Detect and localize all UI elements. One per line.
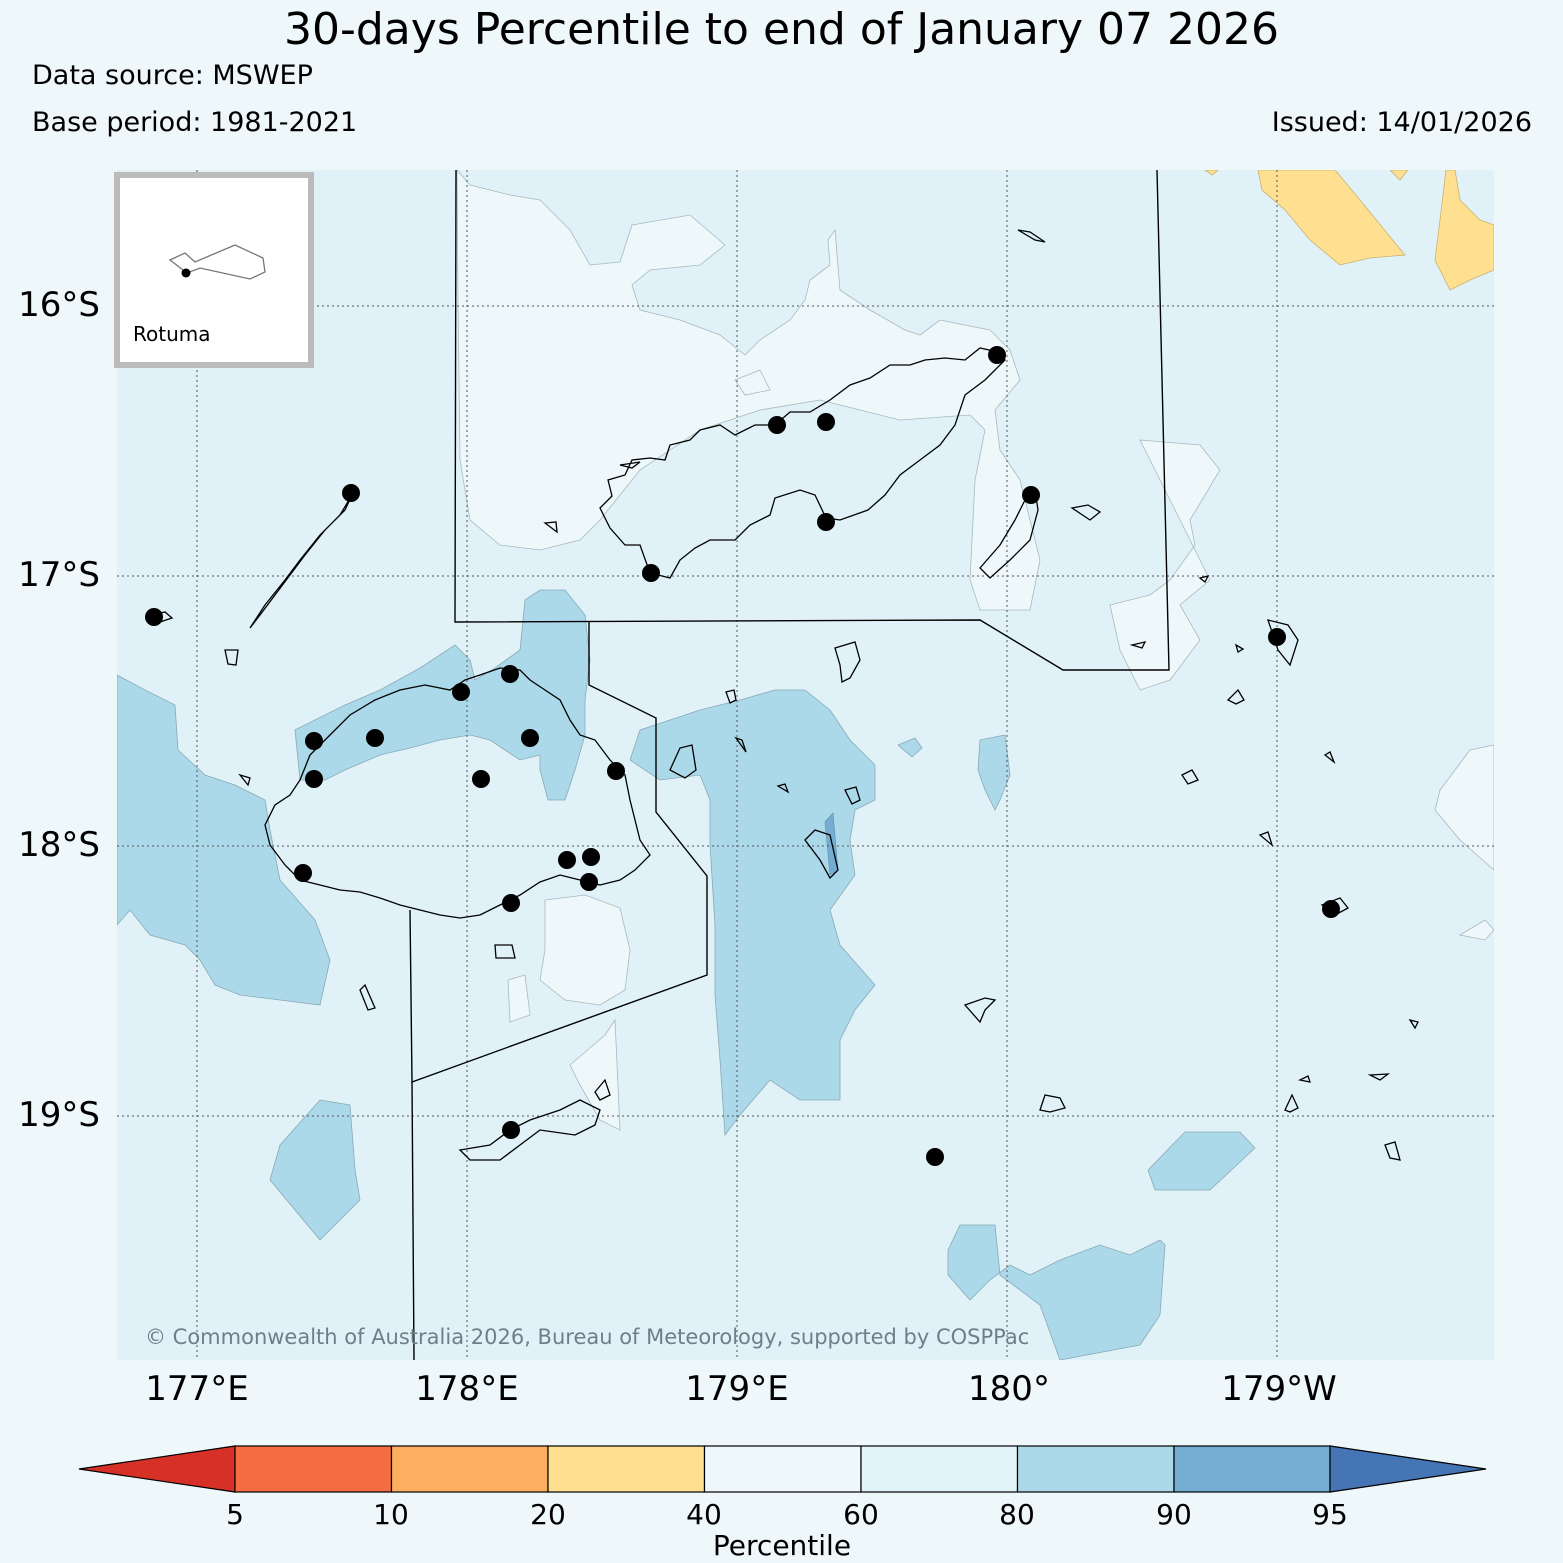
shade-80-90-northcoast: [294, 589, 591, 801]
station-dot: [817, 413, 835, 431]
lat-label: 16°S: [18, 285, 100, 325]
station-dot: [926, 1148, 944, 1166]
colorbar-tick: 10: [373, 1498, 409, 1531]
station-dot: [580, 873, 598, 891]
colorbar-segment: [860, 1445, 1019, 1493]
map-title: 30-days Percentile to end of January 07 …: [284, 4, 1279, 55]
coast-viti-levu: [264, 667, 651, 919]
copyright-notice: © Commonwealth of Australia 2026, Bureau…: [145, 1325, 1029, 1349]
graticule: [117, 170, 1494, 1360]
station-dot: [502, 1121, 520, 1139]
shade-80-90-west: [117, 674, 331, 1006]
shade-20-40-c: [1204, 170, 1409, 181]
coast-gau: [804, 829, 839, 880]
station-dot: [305, 732, 323, 750]
shade-20-40-a: [1257, 170, 1406, 266]
rotuma-station-dot: [181, 268, 191, 278]
inset-label: Rotuma: [133, 322, 211, 346]
percentile-shading: [117, 170, 1494, 1360]
colorbar-label: Percentile: [713, 1529, 851, 1562]
rotuma-inset: Rotuma: [114, 172, 314, 368]
lon-label: 177°E: [145, 1369, 248, 1409]
station-dot: [502, 894, 520, 912]
station-dot: [521, 729, 539, 747]
colorbar-extend-low: [78, 1445, 236, 1493]
colorbar-tick: 95: [1312, 1498, 1348, 1531]
station-dot: [305, 770, 323, 788]
lon-label: 180°: [968, 1369, 1050, 1409]
station-dot: [642, 564, 660, 582]
station-dot: [1022, 486, 1040, 504]
shade-80-90-south: [947, 1224, 1166, 1360]
shade-40-60-east2: [1434, 744, 1494, 871]
station-dot: [342, 484, 360, 502]
coast-lakeba-area: [963, 997, 1401, 1161]
coast-ovalau: [669, 744, 697, 779]
station-dot: [558, 851, 576, 869]
issued-date-label: Issued: 14/01/2026: [1271, 107, 1532, 138]
coast-vatulele: [359, 983, 376, 1011]
lon-label: 179°E: [685, 1369, 788, 1409]
colorbar-tick: 40: [686, 1498, 722, 1531]
shade-80-90-southwest: [269, 1099, 361, 1241]
shade-80-90-southeast: [1147, 1131, 1256, 1191]
division-boundaries: [409, 170, 1170, 1360]
colorbar-segment: [1016, 1445, 1175, 1493]
data-source-label: Data source: MSWEP: [32, 60, 313, 91]
colorbar: 5 10 20 40 60 80 90 95 Percentile: [78, 1445, 1487, 1562]
station-dot: [1322, 900, 1340, 918]
colorbar-tick: 60: [843, 1498, 879, 1531]
coast-vanua-levu: [599, 347, 1006, 579]
shade-80-90-east-small: [897, 734, 1011, 811]
lon-label: 178°E: [415, 1369, 518, 1409]
colorbar-segment: [234, 1445, 393, 1493]
station-dot: [294, 864, 312, 882]
station-dot: [607, 762, 625, 780]
station-dot: [1268, 628, 1286, 646]
colorbar-tick: 80: [999, 1498, 1035, 1531]
coast-yasawa: [249, 494, 353, 629]
colorbar-tick: 20: [530, 1498, 566, 1531]
stations: [145, 346, 1340, 1166]
station-dot: [145, 608, 163, 626]
base-period-label: Base period: 1981-2021: [32, 107, 358, 138]
colorbar-segment: [703, 1445, 862, 1493]
lon-label: 179°W: [1221, 1369, 1337, 1409]
station-dot: [582, 848, 600, 866]
station-dot: [366, 729, 384, 747]
station-dot: [472, 770, 490, 788]
shade-40-60-east: [1109, 439, 1221, 691]
colorbar-extend-high: [1329, 1445, 1487, 1493]
lat-label: 19°S: [18, 1095, 100, 1135]
shade-40-60-southcentral: [539, 894, 631, 1006]
shade-20-40-b: [1434, 170, 1494, 291]
lat-label: 17°S: [18, 555, 100, 595]
station-dot: [768, 416, 786, 434]
station-dot: [501, 665, 519, 683]
coast-koro: [834, 641, 861, 683]
lat-label: 18°S: [18, 825, 100, 865]
colorbar-tick: 5: [226, 1498, 244, 1531]
station-dot: [988, 346, 1006, 364]
station-dot: [452, 683, 470, 701]
coast-lau-islands: [148, 229, 1419, 1101]
station-dot: [817, 513, 835, 531]
colorbar-segment: [390, 1445, 549, 1493]
shade-40-60-south: [569, 1018, 621, 1131]
colorbar-segment: [547, 1445, 706, 1493]
shade-40-60-small: [507, 974, 531, 1023]
shade-80-90-central: [629, 689, 876, 1137]
colorbar-tick: 90: [1156, 1498, 1192, 1531]
rotuma-outline: [168, 244, 266, 280]
colorbar-segment: [1173, 1445, 1331, 1493]
